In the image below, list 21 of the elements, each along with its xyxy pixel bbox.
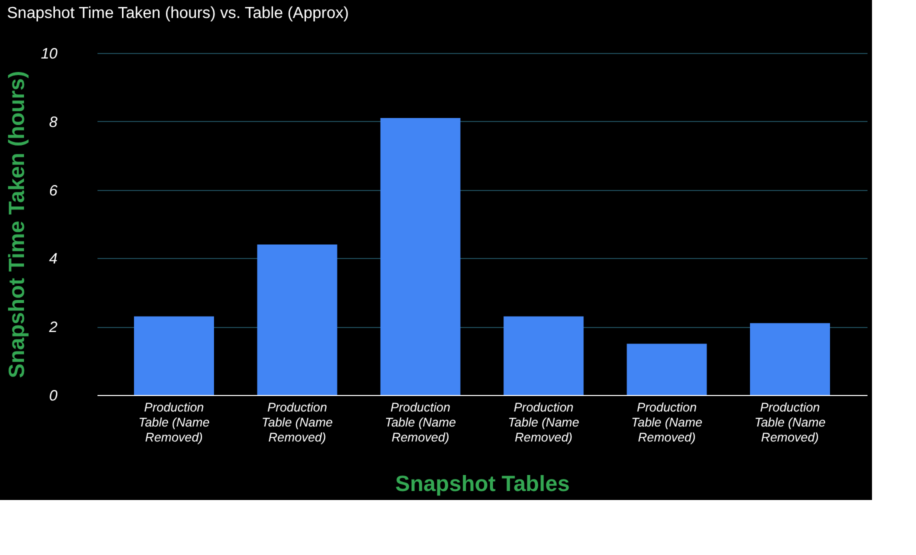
y-axis-title: Snapshot Time Taken (hours): [4, 70, 29, 378]
bar: [626, 344, 707, 395]
x-tick-label: Production Table (Name Removed): [138, 400, 210, 444]
y-tick-label: 6: [49, 182, 58, 200]
y-tick-label: 2: [48, 319, 58, 336]
x-tick-label: Production Table (Name Removed): [262, 400, 333, 444]
y-tick-label: 0: [49, 388, 58, 404]
bar: [504, 316, 584, 395]
x-tick-label: Production Table (Name Removed): [754, 400, 826, 444]
y-tick-label: 8: [49, 114, 58, 131]
bar: [750, 323, 830, 395]
y-tick-label: 10: [40, 46, 58, 62]
x-tick-label: Production Table (Name Removed): [384, 400, 456, 444]
y-tick-label: 4: [49, 250, 58, 268]
bar: [257, 244, 338, 395]
x-tick-label: Production Table (Name Removed): [631, 400, 702, 444]
bar: [380, 118, 460, 395]
chart-title: Snapshot Time Taken (hours) vs. Table (Approx): [7, 5, 349, 22]
x-tick-label: Production Table (Name Removed): [508, 400, 580, 444]
bar: [134, 316, 214, 395]
x-axis-title: Snapshot Tables: [395, 471, 570, 496]
